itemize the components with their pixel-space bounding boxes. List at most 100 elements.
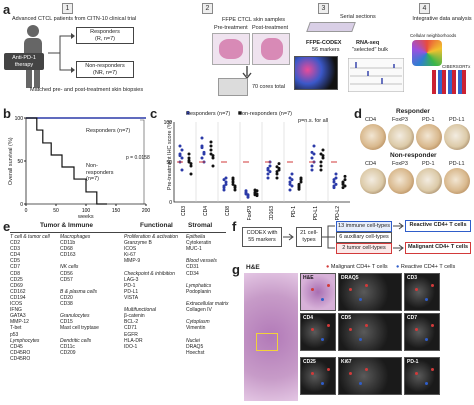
step-3-badge: 3 bbox=[318, 3, 329, 14]
responder-point bbox=[268, 164, 272, 168]
nonresponder-point bbox=[189, 172, 193, 176]
branch-arrows-f bbox=[322, 225, 335, 249]
e-header-functional: Functional bbox=[140, 222, 173, 229]
marker-entry: Ki-67 bbox=[124, 252, 136, 259]
nonresponders-label: Non-responders bbox=[85, 63, 125, 69]
codex-tile: H&E bbox=[300, 273, 336, 311]
matched-biopsies-text: Matched pre- and post-treatment skin bio… bbox=[30, 87, 144, 93]
marker-tick-label: PD-L1 bbox=[313, 206, 319, 220]
responder-point bbox=[310, 168, 314, 172]
cores-total-label: 70 cores total bbox=[252, 84, 286, 90]
legend-reactive: ● Reactive CD4+ T cells bbox=[396, 264, 456, 270]
pvalue-label: p = 0.0158 bbox=[126, 155, 150, 161]
marker-entry: Lymphocytes bbox=[10, 337, 40, 344]
responder-point bbox=[332, 180, 336, 184]
codex-tile: CD5 bbox=[338, 313, 402, 351]
nonresponder-point bbox=[275, 176, 279, 180]
responder-point bbox=[224, 180, 228, 184]
y-tick-label: 0 bbox=[20, 202, 23, 208]
marker-entry: T-bet bbox=[10, 325, 22, 332]
malignant-cell-marker bbox=[311, 328, 314, 331]
marker-entry: CD11b bbox=[60, 240, 76, 247]
malignant-cell-marker bbox=[311, 288, 314, 291]
legend-nonresponders: Non-responders (n=7) bbox=[238, 111, 292, 117]
reactive-cell-marker bbox=[321, 338, 324, 341]
codex-tile: CD3 bbox=[404, 273, 440, 311]
pvalue-bracket bbox=[140, 119, 145, 205]
legend-malignant-text: Malignant CD4+ T cells bbox=[330, 264, 388, 270]
marker-entry: Granzyme B bbox=[124, 240, 152, 247]
zoom-region-box bbox=[256, 333, 278, 351]
marker-entry: Macrophages bbox=[60, 234, 91, 240]
marker-entry: Checkpoint & inhibition bbox=[124, 270, 175, 277]
reactive-cell-marker bbox=[359, 382, 362, 385]
responder-point bbox=[200, 156, 204, 160]
malignant-cell-marker bbox=[415, 372, 418, 375]
marker-tick-label: PD-L2 bbox=[335, 206, 341, 220]
marker-entry: EGFR bbox=[124, 331, 138, 338]
responder-point bbox=[202, 150, 206, 154]
nonresponder-point bbox=[299, 180, 303, 184]
nonresponder-point bbox=[277, 168, 281, 172]
ihc-core bbox=[360, 124, 386, 150]
d-marker-pdl1: PD-L1 bbox=[449, 117, 465, 123]
x-tick-label: 100 bbox=[82, 208, 91, 214]
ihc-core bbox=[360, 168, 386, 194]
marker-entry: CD31 bbox=[186, 264, 199, 271]
responder-point bbox=[290, 178, 294, 182]
marker-list-functional: Proliferation & activation Granzyme B ICOS… bbox=[124, 234, 182, 350]
codex-tile: CD7 bbox=[404, 313, 440, 351]
marker-entry: MMP-9 bbox=[124, 258, 141, 265]
survival-xlabel: weeks bbox=[78, 214, 94, 220]
marker-entry: p53 bbox=[10, 331, 19, 338]
nonresponder-heading: Non-responder bbox=[390, 152, 437, 159]
reactive-cell-marker bbox=[359, 298, 362, 301]
marker-entry: CD38 bbox=[60, 301, 73, 308]
rnaseq-tracks bbox=[348, 58, 404, 92]
responder-point bbox=[332, 186, 336, 190]
nonresponder-point bbox=[299, 178, 303, 182]
marker-entry: CD3 bbox=[10, 246, 21, 253]
marker-list-tcell: T cell & tumor cell CD2 CD3 CD4 CD5 CD7 CD8 CD2… bbox=[10, 234, 58, 362]
marker-entry: T cell & tumor cell bbox=[10, 234, 50, 240]
malignant-cell-marker bbox=[311, 372, 314, 375]
neighborhoods-label: Cellular neighborhoods bbox=[410, 33, 457, 38]
nonresponder-point bbox=[187, 156, 191, 160]
marker-entry: Extracellular matrix bbox=[186, 301, 229, 308]
malignant-cell-marker bbox=[431, 368, 434, 371]
responder-point bbox=[290, 172, 294, 176]
step-4-badge: 4 bbox=[419, 3, 430, 14]
nonresponder-point bbox=[209, 144, 213, 148]
ihc-core bbox=[388, 124, 414, 150]
responders-box: Responders (R, n=7) bbox=[76, 27, 134, 44]
step-1-badge: 1 bbox=[62, 3, 73, 14]
ihc-core bbox=[444, 124, 470, 150]
panel-b-label: b bbox=[3, 106, 11, 121]
tissue-core bbox=[261, 38, 283, 60]
nonresponder-point bbox=[209, 148, 213, 152]
marker-entry: Nuclei bbox=[186, 337, 200, 344]
marker-entry: Dendritic cells bbox=[60, 337, 92, 344]
y-tick-label: 50 bbox=[166, 160, 172, 166]
responder-point bbox=[334, 182, 338, 186]
d-marker-foxp3: FoxP3 bbox=[392, 161, 408, 167]
marker-entry: CD68 bbox=[60, 246, 73, 253]
marker-entry: MMP-12 bbox=[10, 319, 29, 326]
marker-entry: BCL-2 bbox=[124, 319, 139, 326]
codex-image-thumb bbox=[294, 56, 338, 90]
nonresponder-point bbox=[319, 164, 323, 168]
nonresponder-point bbox=[209, 140, 213, 144]
tumor-celltypes-box: 2 tumor cell-types bbox=[336, 243, 392, 254]
celltypes-label: 21 cell-types bbox=[300, 230, 318, 243]
e-header-stromal: Stromal bbox=[188, 222, 213, 229]
reactive-cell-marker bbox=[425, 382, 428, 385]
codex-tile: CD4 bbox=[300, 313, 336, 351]
ihc-ylabel: Pre-treatment IHC score (%) bbox=[166, 120, 173, 191]
marker-entry: CD57 bbox=[60, 276, 73, 283]
marker-entry: Cytoplasm bbox=[186, 319, 210, 326]
tile-label: CD4 bbox=[303, 315, 314, 321]
marker-entry: CD71 bbox=[124, 325, 137, 332]
x-tick-label: 150 bbox=[112, 208, 121, 214]
codex-markers-box: CODEX with 55 markers bbox=[242, 227, 282, 247]
post-treatment-label: Post-treatment bbox=[252, 25, 289, 31]
